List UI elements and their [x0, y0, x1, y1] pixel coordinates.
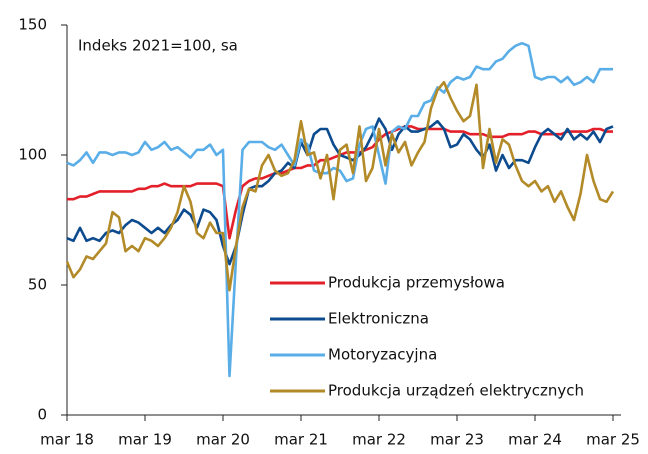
y-tick-label: 50 [28, 276, 47, 294]
x-tick-label: mar 23 [430, 431, 484, 449]
y-tick-label: 0 [37, 406, 47, 424]
series-line [66, 117, 614, 266]
series-line [66, 41, 613, 378]
legend-label: Elektroniczna [328, 310, 429, 328]
legend-label: Produkcja przemysłowa [328, 274, 505, 292]
annotation: Indeks 2021=100, sa [78, 37, 238, 55]
series-line [67, 125, 613, 240]
series-line [65, 80, 615, 292]
y-tick-label: 150 [18, 16, 47, 34]
x-tick-label: mar 21 [274, 431, 328, 449]
x-tick-label: mar 18 [40, 431, 94, 449]
x-tick-label: mar 25 [586, 431, 640, 449]
x-tick-label: mar 20 [196, 431, 250, 449]
y-tick-label: 100 [18, 146, 47, 164]
x-tick-label: mar 24 [508, 431, 562, 449]
legend-label: Produkcja urządzeń elektrycznych [328, 382, 584, 400]
x-tick-label: mar 22 [352, 431, 406, 449]
legend-label: Motoryzacyjna [328, 346, 437, 364]
x-tick-label: mar 19 [118, 431, 172, 449]
